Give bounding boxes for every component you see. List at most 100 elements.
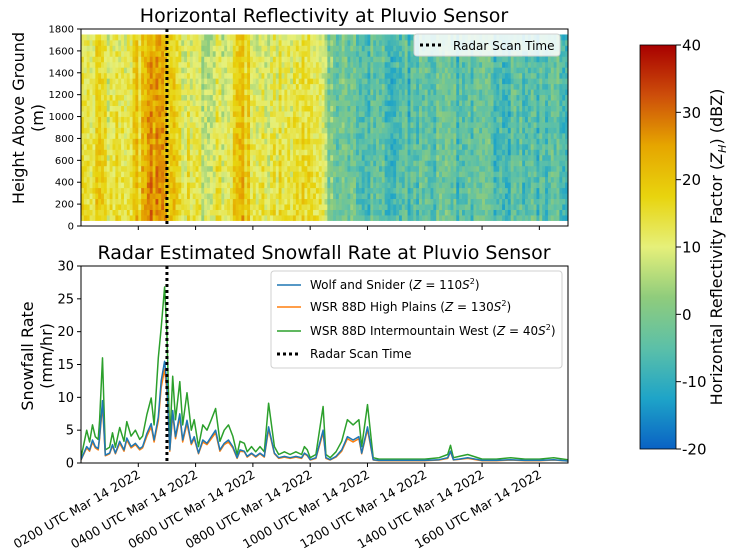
heatmap-cell — [209, 67, 214, 74]
heatmap-cell — [144, 45, 148, 52]
heatmap-cell — [103, 127, 108, 134]
heatmap-cell — [229, 176, 234, 183]
heatmap-cell — [410, 34, 414, 41]
heatmap-cell — [250, 45, 254, 52]
heatmap-cell — [161, 122, 165, 128]
heatmap-cell — [132, 215, 136, 221]
heatmap-cell — [459, 78, 463, 85]
heatmap-cell — [152, 122, 156, 128]
heatmap-cell — [101, 39, 105, 46]
heatmap-cell — [144, 138, 148, 145]
heatmap-cell — [290, 160, 294, 167]
heatmap-cell — [347, 100, 351, 107]
heatmap-cell — [270, 132, 274, 139]
heatmap-cell — [172, 34, 176, 41]
heatmap-cell — [496, 176, 500, 183]
heatmap-cell — [496, 138, 500, 145]
heatmap-cell — [192, 111, 196, 117]
heatmap-cell — [244, 67, 248, 74]
heatmap-cell — [321, 83, 325, 90]
heatmap-cell — [393, 56, 397, 63]
heatmap-cell — [169, 132, 174, 139]
heatmap-cell — [353, 182, 357, 189]
heatmap-cell — [358, 45, 363, 52]
heatmap-cell — [250, 78, 254, 85]
heatmap-cell — [318, 171, 323, 178]
heatmap-cell — [338, 83, 343, 90]
heatmap-cell — [396, 50, 400, 57]
heatmap-cell — [430, 176, 434, 183]
heatmap-cell — [464, 78, 469, 85]
heatmap-cell — [350, 182, 354, 189]
heatmap-cell — [238, 111, 242, 117]
heatmap-cell — [215, 61, 219, 68]
heatmap-cell — [304, 204, 308, 210]
heatmap-cell — [267, 198, 271, 205]
heatmap-cell — [135, 187, 139, 194]
heatmap-cell — [404, 160, 408, 167]
heatmap-cell — [267, 67, 271, 74]
heatmap-cell — [321, 187, 325, 194]
heatmap-cell — [149, 94, 154, 101]
heatmap-cell — [255, 111, 260, 117]
heatmap-cell — [398, 50, 403, 57]
heatmap-cell — [172, 111, 176, 117]
heatmap-cell — [490, 61, 494, 68]
heatmap-cell — [393, 165, 397, 172]
heatmap-cell — [95, 100, 99, 107]
heatmap-cell — [439, 182, 443, 189]
heatmap-cell — [201, 34, 205, 41]
heatmap-cell — [195, 67, 199, 74]
heatmap-cell — [424, 143, 429, 150]
heatmap-cell — [347, 111, 351, 117]
heatmap-cell — [439, 171, 443, 178]
heatmap-cell — [439, 187, 443, 194]
heatmap-cell — [315, 209, 320, 216]
heatmap-cell — [453, 176, 457, 183]
heatmap-cell — [436, 171, 440, 178]
heatmap-cell — [209, 143, 214, 150]
heatmap-cell — [421, 160, 426, 167]
heatmap-cell — [83, 94, 88, 101]
heatmap-cell — [324, 100, 328, 107]
heatmap-cell — [186, 78, 191, 85]
heatmap-cell — [149, 122, 154, 128]
heatmap-cell — [272, 193, 277, 200]
heatmap-cell — [224, 111, 228, 117]
heatmap-cell — [229, 61, 234, 68]
heatmap-cell — [152, 34, 156, 41]
heatmap-cell — [444, 198, 449, 205]
heatmap-cell — [92, 176, 96, 183]
heatmap-cell — [118, 78, 122, 85]
heatmap-cell — [221, 204, 225, 210]
heatmap-cell — [487, 56, 492, 63]
heatmap-cell — [356, 45, 360, 52]
heatmap-cell — [367, 111, 371, 117]
heatmap-cell — [126, 132, 131, 139]
heatmap-cell — [115, 193, 119, 200]
heatmap-cell — [209, 193, 214, 200]
heatmap-cell — [181, 111, 185, 117]
heatmap-cell — [232, 45, 237, 52]
heatmap-cell — [95, 105, 99, 112]
heatmap-cell — [470, 67, 474, 74]
heatmap-cell — [358, 209, 363, 216]
heatmap-cell — [350, 215, 354, 221]
heatmap-cell — [378, 50, 383, 57]
heatmap-cell — [390, 39, 394, 46]
heatmap-cell — [462, 160, 466, 167]
heatmap-cell — [178, 176, 182, 183]
heatmap-cell — [327, 56, 331, 63]
heatmap-cell — [103, 171, 108, 178]
heatmap-cell — [224, 154, 228, 161]
heatmap-cell — [95, 127, 99, 134]
heatmap-cell — [98, 204, 102, 210]
heatmap-cell — [347, 193, 351, 200]
heatmap-cell — [333, 34, 337, 41]
heatmap-cell — [129, 61, 133, 68]
heatmap-cell — [462, 100, 466, 107]
heatmap-cell — [195, 116, 199, 123]
heatmap-cell — [373, 193, 377, 200]
heatmap-cell — [241, 111, 245, 117]
heatmap-cell — [115, 182, 119, 189]
